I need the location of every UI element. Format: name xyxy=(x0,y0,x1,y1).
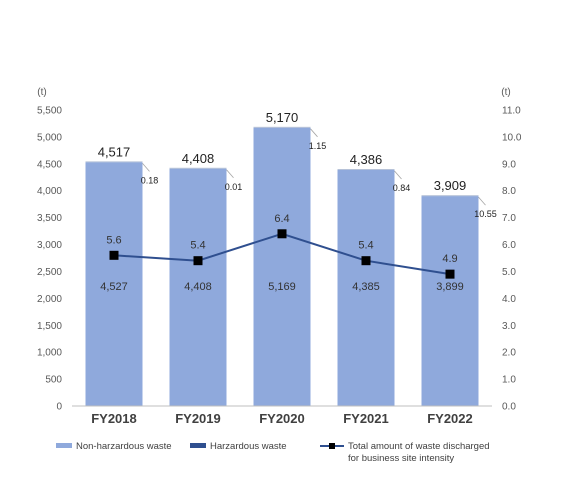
legend-label-hazardous: Harzardous waste xyxy=(210,441,287,452)
legend-label-non-hazardous: Non-harzardous waste xyxy=(76,441,172,452)
bar-non-hazardous xyxy=(85,162,143,406)
hazardous-leader-line xyxy=(226,169,234,179)
non-hazardous-value-label: 3,899 xyxy=(436,281,464,293)
x-tick-label: FY2018 xyxy=(91,411,137,426)
hazardous-value-label: 0.01 xyxy=(225,182,243,192)
y-left-tick-label: 5,500 xyxy=(37,106,62,117)
y-right-tick-label: 5.0 xyxy=(502,267,516,278)
intensity-value-label: 5.4 xyxy=(190,240,205,252)
legend-label-intensity-line2: for business site intensity xyxy=(348,453,454,464)
legend-swatch-hazardous xyxy=(190,443,206,448)
total-label: 4,386 xyxy=(350,152,383,167)
bar-non-hazardous xyxy=(337,170,395,406)
x-tick-label: FY2022 xyxy=(427,411,473,426)
y-right-tick-label: 4.0 xyxy=(502,294,516,305)
non-hazardous-value-label: 4,408 xyxy=(184,281,212,293)
y-right-unit: (t) xyxy=(501,87,510,98)
hazardous-leader-line xyxy=(142,163,150,172)
non-hazardous-value-label: 4,527 xyxy=(100,281,128,293)
y-left-tick-label: 3,500 xyxy=(37,213,62,224)
bar-non-hazardous xyxy=(253,127,311,407)
y-right-tick-label: 7.0 xyxy=(502,213,516,224)
x-tick-label: FY2021 xyxy=(343,411,389,426)
y-left-tick-label: 2,500 xyxy=(37,267,62,278)
hazardous-leader-line xyxy=(310,128,318,138)
hazardous-value-label: 0.84 xyxy=(393,183,411,193)
bar-non-hazardous xyxy=(421,196,479,406)
hazardous-leader-line xyxy=(394,170,402,180)
y-right-tick-label: 0.0 xyxy=(502,402,516,413)
intensity-value-label: 4.9 xyxy=(442,253,457,265)
legend-marker-intensity xyxy=(329,443,335,449)
y-right-tick-label: 3.0 xyxy=(502,321,516,332)
bar-hazardous xyxy=(253,126,311,128)
bar-hazardous xyxy=(85,161,143,163)
bar-hazardous xyxy=(169,167,227,169)
intensity-marker xyxy=(277,229,287,239)
bar-non-hazardous xyxy=(169,168,227,406)
y-left-tick-label: 0 xyxy=(56,402,62,413)
legend-label-intensity-line1: Total amount of waste discharged xyxy=(348,441,490,452)
y-left-tick-label: 1,000 xyxy=(37,348,62,359)
x-tick-label: FY2020 xyxy=(259,411,305,426)
hazardous-leader-line xyxy=(478,196,486,206)
y-left-unit: (t) xyxy=(37,87,46,98)
hazardous-value-label: 0.18 xyxy=(141,175,159,185)
bar-hazardous xyxy=(337,169,395,171)
intensity-value-label: 5.4 xyxy=(358,240,373,252)
intensity-marker xyxy=(109,250,119,260)
total-label: 5,170 xyxy=(266,110,299,125)
y-left-tick-label: 2,000 xyxy=(37,294,62,305)
intensity-marker xyxy=(361,256,371,266)
hazardous-value-label: 1.15 xyxy=(309,141,327,151)
intensity-marker xyxy=(445,269,455,279)
legend-swatch-non-hazardous xyxy=(56,443,72,448)
non-hazardous-value-label: 4,385 xyxy=(352,281,380,293)
total-label: 4,517 xyxy=(98,144,131,159)
y-left-tick-label: 5,000 xyxy=(37,132,62,143)
y-left-tick-label: 1,500 xyxy=(37,321,62,332)
y-right-tick-label: 8.0 xyxy=(502,186,516,197)
y-right-tick-label: 6.0 xyxy=(502,240,516,251)
total-label: 3,909 xyxy=(434,178,467,193)
total-label: 4,408 xyxy=(182,151,215,166)
x-tick-label: FY2019 xyxy=(175,411,221,426)
y-right-tick-label: 10.0 xyxy=(502,132,522,143)
y-right-tick-label: 2.0 xyxy=(502,348,516,359)
bar-hazardous xyxy=(421,195,479,197)
y-right-tick-label: 9.0 xyxy=(502,159,516,170)
y-left-tick-label: 4,500 xyxy=(37,159,62,170)
y-right-tick-label: 11.0 xyxy=(502,106,521,117)
non-hazardous-value-label: 5,169 xyxy=(268,281,296,293)
y-left-tick-label: 4,000 xyxy=(37,186,62,197)
intensity-value-label: 6.4 xyxy=(274,213,289,225)
intensity-value-label: 5.6 xyxy=(106,234,121,246)
y-left-tick-label: 500 xyxy=(45,375,62,386)
intensity-marker xyxy=(193,256,203,266)
y-left-tick-label: 3,000 xyxy=(37,240,62,251)
hazardous-value-label: 10.55 xyxy=(474,209,497,219)
y-right-tick-label: 1.0 xyxy=(502,375,516,386)
